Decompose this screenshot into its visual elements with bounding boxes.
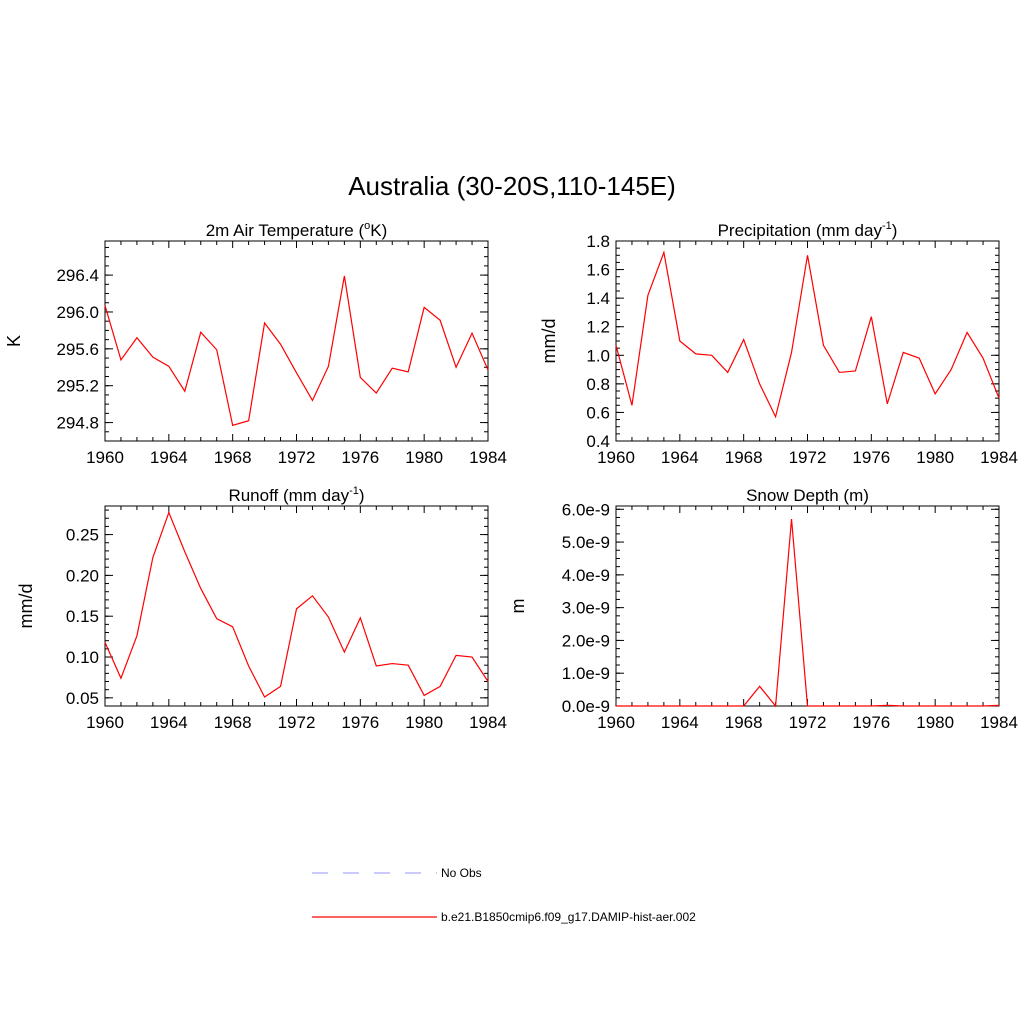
- y-axis-label: K: [4, 335, 24, 347]
- y-tick-label: 0.20: [66, 566, 99, 585]
- panel-title-text: 2m Air Temperature (: [206, 221, 365, 240]
- y-tick-label: 0.15: [66, 607, 99, 626]
- legend-label: b.e21.B1850cmip6.f09_g17.DAMIP-hist-aer.…: [441, 910, 696, 924]
- y-tick-label: 5.0e-9: [562, 533, 610, 552]
- y-tick-label: 1.8: [586, 232, 610, 251]
- x-tick-label: 1980: [405, 713, 443, 732]
- panel-title: 2m Air Temperature (oK): [206, 220, 388, 240]
- series-line: [615, 250, 1000, 419]
- x-tick-label: 1976: [341, 448, 379, 467]
- x-tick-label: 1976: [852, 713, 890, 732]
- y-tick-label: 295.6: [56, 340, 99, 359]
- x-tick-label: 1968: [214, 448, 252, 467]
- plot-frame: [104, 240, 489, 442]
- y-tick-label: 0.05: [66, 689, 99, 708]
- y-tick-label: 0.10: [66, 648, 99, 667]
- x-tick-label: 1968: [725, 713, 763, 732]
- plot-frame: [104, 505, 489, 707]
- panel-title: Snow Depth (m): [746, 486, 869, 505]
- x-tick-label: 1968: [214, 713, 252, 732]
- y-tick-label: 2.0e-9: [562, 631, 610, 650]
- y-axis-label: mm/d: [539, 319, 559, 364]
- y-tick-label: 294.8: [56, 414, 99, 433]
- figure-title: Australia (30-20S,110-145E): [348, 171, 676, 201]
- panel-title-sup: -1: [882, 220, 892, 232]
- legend-item-1: No Obs: [312, 866, 482, 880]
- y-tick-label: 0.8: [586, 375, 610, 394]
- x-tick-label: 1976: [341, 713, 379, 732]
- x-tick-label: 1972: [278, 713, 316, 732]
- y-tick-label: 4.0e-9: [562, 566, 610, 585]
- plot-frame: [615, 240, 1000, 442]
- panel-title-text: Snow Depth (m): [746, 486, 869, 505]
- legend: No Obs b.e21.B1850cmip6.f09_g17.DAMIP-his…: [312, 866, 696, 924]
- x-tick-label: 1976: [852, 448, 890, 467]
- panel-title: Runoff (mm day-1): [228, 485, 364, 505]
- panel-title: Precipitation (mm day-1): [718, 220, 898, 240]
- x-tick-label: 1980: [405, 448, 443, 467]
- y-tick-label: 0.6: [586, 403, 610, 422]
- x-tick-label: 1968: [725, 448, 763, 467]
- panels: 1960 1964 1968 1972 1976 1980 1984 294.8 295.2 29…: [4, 220, 1018, 732]
- y-tick-label: 296.0: [56, 303, 99, 322]
- panel-title-text: K): [370, 221, 387, 240]
- panel-title-text: Runoff (mm day: [228, 486, 349, 505]
- plot-frame: [615, 505, 1000, 707]
- panel-title-text: ): [892, 221, 898, 240]
- y-tick-label: 0.25: [66, 526, 99, 545]
- legend-item-2: b.e21.B1850cmip6.f09_g17.DAMIP-hist-aer.…: [312, 910, 696, 924]
- panel-title-sup: o: [364, 220, 370, 232]
- x-tick-label: 1980: [916, 713, 954, 732]
- legend-label: No Obs: [441, 866, 482, 880]
- y-tick-label: 1.4: [586, 289, 610, 308]
- x-tick-label: 1972: [278, 448, 316, 467]
- y-tick-label: 1.0e-9: [562, 664, 610, 683]
- chart-panel-1: 1960 1964 1968 1972 1976 1980 1984 294.8 295.2 29…: [4, 220, 507, 467]
- x-tick-label: 1972: [789, 448, 827, 467]
- chart-panel-2: 1960 1964 1968 1972 1976 1980 1984 0.4 0.6 0.8 1.0…: [539, 220, 1018, 467]
- x-tick-label: 1984: [980, 448, 1018, 467]
- y-tick-label: 6.0e-9: [562, 500, 610, 519]
- y-axis-label: m: [508, 599, 528, 614]
- x-tick-label: 1960: [86, 713, 124, 732]
- x-tick-label: 1964: [661, 713, 699, 732]
- x-tick-label: 1964: [661, 448, 699, 467]
- x-tick-label: 1984: [469, 713, 507, 732]
- y-tick-label: 1.0: [586, 346, 610, 365]
- y-tick-label: 0.4: [586, 432, 610, 451]
- y-tick-label: 295.2: [56, 377, 99, 396]
- x-tick-label: 1980: [916, 448, 954, 467]
- panel-title-text: ): [359, 486, 365, 505]
- x-tick-label: 1960: [86, 448, 124, 467]
- x-tick-label: 1972: [789, 713, 827, 732]
- panel-title-text: Precipitation (mm day: [718, 221, 883, 240]
- y-tick-label: 3.0e-9: [562, 599, 610, 618]
- x-tick-label: 1960: [597, 448, 635, 467]
- series-line: [104, 275, 489, 427]
- panel-title-sup: -1: [349, 485, 359, 497]
- y-axis-label: mm/d: [16, 584, 36, 629]
- series-line: [616, 519, 1000, 708]
- x-tick-label: 1960: [597, 713, 635, 732]
- x-tick-label: 1964: [150, 448, 188, 467]
- chart-panel-3: 1960 1964 1968 1972 1976 1980 1984 0.05 0.10 0.15…: [16, 485, 507, 732]
- x-tick-label: 1984: [980, 713, 1018, 732]
- y-tick-label: 0.0e-9: [562, 697, 610, 716]
- y-tick-label: 1.6: [586, 261, 610, 280]
- y-tick-label: 1.2: [586, 318, 610, 337]
- chart-panel-4: 1960 1964 1968 1972 1976 1980 1984 0.0e-9 1.0e-9…: [508, 486, 1018, 732]
- x-tick-label: 1984: [469, 448, 507, 467]
- x-tick-label: 1964: [150, 713, 188, 732]
- y-tick-label: 296.4: [56, 266, 99, 285]
- series-line: [104, 510, 489, 698]
